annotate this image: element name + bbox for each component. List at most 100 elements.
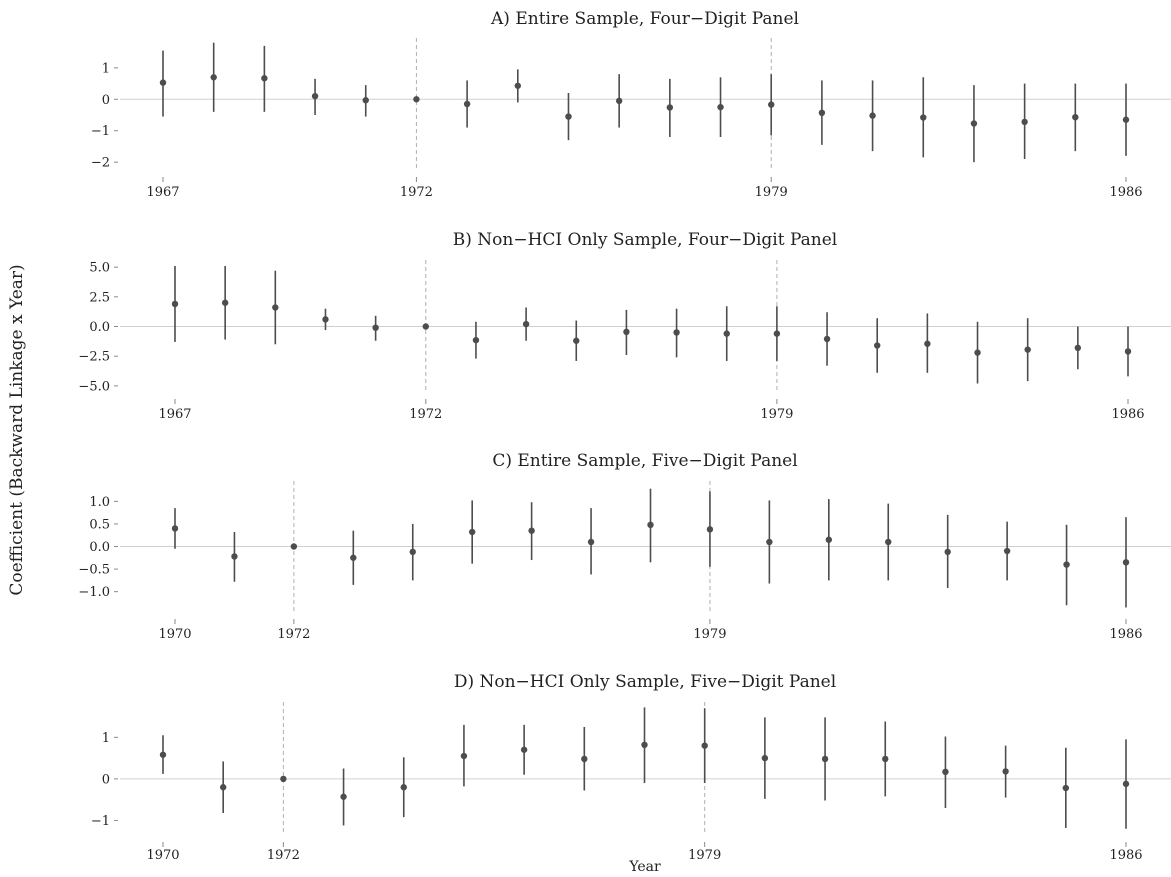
y-tick-label: 5.0 xyxy=(89,261,110,276)
y-tick-label: 1.0 xyxy=(89,495,110,510)
y-tick-label: 1 xyxy=(102,61,110,76)
data-point xyxy=(766,538,773,546)
data-point xyxy=(1024,346,1031,353)
y-tick-label: 0.0 xyxy=(89,540,110,555)
data-point xyxy=(723,330,730,337)
data-point xyxy=(280,775,287,783)
data-point xyxy=(641,741,648,749)
data-point xyxy=(573,337,580,344)
data-point xyxy=(159,751,167,758)
data-point xyxy=(882,755,889,763)
data-point xyxy=(528,527,535,534)
data-point xyxy=(944,548,951,556)
data-point xyxy=(472,336,480,344)
data-point xyxy=(171,300,179,308)
data-point xyxy=(818,109,826,117)
data-point xyxy=(1021,118,1028,126)
panels: A) Entire Sample, Four−Digit Panel −2 −1 0 1… xyxy=(78,9,1171,863)
data-point xyxy=(647,521,654,529)
x-tick-label: 1979 xyxy=(760,407,793,422)
data-point xyxy=(322,316,329,323)
x-tick-label: 1972 xyxy=(400,185,433,200)
x-tick-label: 1967 xyxy=(146,185,179,200)
data-point xyxy=(1062,784,1070,792)
panel-c: C) Entire Sample, Five−Digit Panel −1.0 −0… xyxy=(78,451,1171,642)
data-point xyxy=(1003,547,1011,555)
y-tick-label: −0.5 xyxy=(78,563,110,578)
x-tick-label: 1967 xyxy=(158,407,191,422)
data-point xyxy=(823,335,831,343)
data-point xyxy=(1072,114,1079,121)
data-point xyxy=(869,112,876,119)
data-point xyxy=(587,538,595,546)
data-point xyxy=(460,752,468,760)
y-tick-label: 0 xyxy=(102,93,110,108)
data-point xyxy=(409,548,416,556)
data-point xyxy=(514,82,521,89)
data-point xyxy=(413,96,420,103)
x-tick-label: 1986 xyxy=(1109,848,1142,863)
data-point xyxy=(706,526,714,533)
data-point xyxy=(261,75,268,82)
data-point xyxy=(272,304,279,311)
data-point xyxy=(1074,344,1082,352)
data-point xyxy=(673,329,680,336)
data-point xyxy=(1122,780,1130,788)
x-tick-label: 1970 xyxy=(146,848,179,863)
y-tick-label: −2 xyxy=(91,156,110,171)
data-point xyxy=(924,340,931,347)
y-tick-label: 0.0 xyxy=(89,320,110,335)
data-point xyxy=(666,104,674,111)
panel-d: D) Non−HCI Only Sample, Five−Digit Panel… xyxy=(91,672,1171,863)
panel-a-title: A) Entire Sample, Four−Digit Panel xyxy=(490,9,799,29)
data-point xyxy=(768,101,775,108)
data-point xyxy=(885,538,892,546)
data-point xyxy=(520,746,528,753)
panel-a: A) Entire Sample, Four−Digit Panel −2 −1 0 1… xyxy=(91,9,1171,200)
data-point xyxy=(1002,768,1009,775)
data-point xyxy=(468,528,476,536)
data-point xyxy=(340,793,347,800)
x-tick-label: 1972 xyxy=(409,407,442,422)
data-point xyxy=(717,103,724,111)
data-point xyxy=(290,543,298,550)
data-point xyxy=(1122,559,1130,566)
data-point xyxy=(522,320,530,328)
data-point xyxy=(171,525,179,532)
data-point xyxy=(372,324,379,331)
data-point xyxy=(565,113,572,120)
data-point xyxy=(1063,561,1070,568)
x-axis-label: Year xyxy=(628,859,661,875)
data-point xyxy=(422,323,429,330)
y-tick-label: −2.5 xyxy=(78,350,110,365)
data-point xyxy=(1122,116,1130,123)
data-point xyxy=(231,553,238,560)
data-point xyxy=(825,536,833,543)
y-tick-label: −1 xyxy=(91,124,110,139)
y-tick-label: −1.0 xyxy=(78,585,110,600)
data-point xyxy=(615,97,623,105)
y-tick-label: −1 xyxy=(91,814,110,829)
data-point xyxy=(219,784,227,791)
panel-c-title: C) Entire Sample, Five−Digit Panel xyxy=(492,451,797,471)
y-axis-label: Coefficient (Backward Linkage x Year) xyxy=(7,264,27,595)
data-point xyxy=(974,349,981,356)
x-tick-label: 1986 xyxy=(1109,185,1142,200)
x-tick-label: 1986 xyxy=(1111,407,1144,422)
panel-d-title: D) Non−HCI Only Sample, Five−Digit Panel xyxy=(454,672,836,692)
x-tick-label: 1979 xyxy=(755,185,788,200)
data-point xyxy=(581,755,588,763)
data-point xyxy=(350,554,357,561)
x-tick-label: 1972 xyxy=(277,627,310,642)
y-tick-label: 0.5 xyxy=(89,517,110,532)
data-point xyxy=(400,784,407,791)
data-point xyxy=(701,742,708,749)
data-point xyxy=(761,754,769,762)
data-point xyxy=(210,74,217,81)
y-tick-label: 2.5 xyxy=(89,290,110,305)
data-point xyxy=(920,114,927,121)
y-tick-label: 1 xyxy=(102,731,110,746)
data-point xyxy=(874,342,881,349)
data-point xyxy=(311,92,319,100)
x-tick-label: 1970 xyxy=(158,627,191,642)
